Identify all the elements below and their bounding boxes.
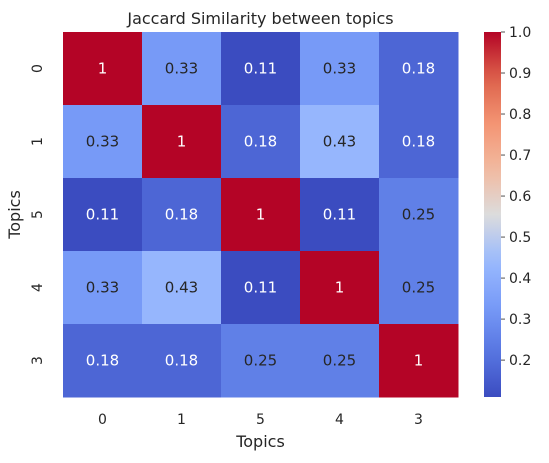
heatmap-cells bbox=[63, 32, 459, 398]
y-tick-label: 1 bbox=[30, 137, 46, 146]
heatmap-cell-labels: 1 0.33 0.11 0.33 0.18 0.33 1 0.18 0.43 0.18 0.11 0.… bbox=[86, 60, 435, 370]
x-tick-label: 1 bbox=[177, 412, 186, 428]
cell-value-label: 0.18 bbox=[165, 206, 198, 224]
heatmap-cell bbox=[63, 251, 143, 325]
heatmap-cell bbox=[142, 324, 222, 398]
heatmap-cell bbox=[142, 251, 222, 325]
heatmap-cell bbox=[300, 105, 380, 179]
cell-value-label: 1 bbox=[414, 352, 424, 370]
cell-value-label: 0.25 bbox=[402, 279, 435, 297]
x-axis-label: Topics bbox=[235, 432, 285, 451]
cell-value-label: 0.11 bbox=[244, 60, 277, 78]
colorbar-tick-label: 0.4 bbox=[509, 271, 531, 287]
cell-value-label: 0.43 bbox=[323, 133, 356, 151]
heatmap-cell bbox=[221, 32, 301, 106]
y-tick-label: 3 bbox=[30, 356, 46, 365]
colorbar-tick-label: 0.8 bbox=[509, 107, 531, 123]
cell-value-label: 0.18 bbox=[402, 133, 435, 151]
cell-value-label: 1 bbox=[256, 206, 266, 224]
cell-value-label: 0.11 bbox=[86, 206, 119, 224]
cell-value-label: 1 bbox=[177, 133, 187, 151]
heatmap-cell bbox=[379, 32, 459, 106]
heatmap-cell bbox=[221, 178, 301, 252]
cell-value-label: 0.25 bbox=[323, 352, 356, 370]
y-tick-label: 0 bbox=[30, 64, 46, 73]
cell-value-label: 0.18 bbox=[244, 133, 277, 151]
cell-value-label: 0.33 bbox=[86, 133, 119, 151]
heatmap-cell bbox=[379, 105, 459, 179]
colorbar-tick-label: 0.3 bbox=[509, 312, 531, 328]
cell-value-label: 0.11 bbox=[244, 279, 277, 297]
cell-value-label: 1 bbox=[98, 60, 108, 78]
heatmap-cell bbox=[63, 32, 143, 106]
colorbar-tick-label: 0.6 bbox=[509, 189, 531, 205]
colorbar bbox=[484, 32, 501, 397]
heatmap-cell bbox=[379, 324, 459, 398]
heatmap-cell bbox=[142, 105, 222, 179]
heatmap-cell bbox=[142, 32, 222, 106]
heatmap-cell bbox=[300, 251, 380, 325]
heatmap-cell bbox=[300, 178, 380, 252]
cell-value-label: 0.43 bbox=[165, 279, 198, 297]
x-tick-label: 3 bbox=[414, 412, 423, 428]
y-tick-label: 4 bbox=[30, 283, 46, 292]
chart-title: Jaccard Similarity between topics bbox=[126, 9, 393, 28]
heatmap-cell bbox=[63, 324, 143, 398]
y-tick-label: 5 bbox=[30, 210, 46, 219]
heatmap-cell bbox=[300, 324, 380, 398]
cell-value-label: 0.25 bbox=[402, 206, 435, 224]
cell-value-label: 0.33 bbox=[165, 60, 198, 78]
x-tick-label: 4 bbox=[335, 412, 344, 428]
cell-value-label: 0.18 bbox=[402, 60, 435, 78]
cell-value-label: 0.18 bbox=[165, 352, 198, 370]
heatmap-cell bbox=[142, 178, 222, 252]
heatmap-cell bbox=[63, 105, 143, 179]
colorbar-tick-label: 1.0 bbox=[509, 25, 531, 41]
cell-value-label: 0.33 bbox=[86, 279, 119, 297]
y-axis-ticks: 0 1 5 4 3 bbox=[30, 64, 46, 365]
heatmap-cell bbox=[221, 324, 301, 398]
colorbar-tick-label: 0.9 bbox=[509, 66, 531, 82]
cell-value-label: 0.18 bbox=[86, 352, 119, 370]
cell-value-label: 1 bbox=[335, 279, 345, 297]
colorbar-tick-label: 0.2 bbox=[509, 353, 531, 369]
heatmap-cell bbox=[379, 251, 459, 325]
cell-value-label: 0.25 bbox=[244, 352, 277, 370]
heatmap-cell bbox=[221, 251, 301, 325]
heatmap-cell bbox=[63, 178, 143, 252]
heatmap-cell bbox=[221, 105, 301, 179]
colorbar-ticks: 0.2 0.3 0.4 0.5 0.6 0.7 0.8 0.9 1.0 bbox=[501, 25, 531, 369]
x-tick-label: 5 bbox=[256, 412, 265, 428]
cell-value-label: 0.11 bbox=[323, 206, 356, 224]
y-axis-label: Topics bbox=[5, 190, 24, 240]
colorbar-tick-label: 0.5 bbox=[509, 230, 531, 246]
heatmap-cell bbox=[300, 32, 380, 106]
colorbar-tick-label: 0.7 bbox=[509, 148, 531, 164]
heatmap-cell bbox=[379, 178, 459, 252]
x-axis-ticks: 0 1 5 4 3 bbox=[98, 412, 423, 428]
cell-value-label: 0.33 bbox=[323, 60, 356, 78]
x-tick-label: 0 bbox=[98, 412, 107, 428]
